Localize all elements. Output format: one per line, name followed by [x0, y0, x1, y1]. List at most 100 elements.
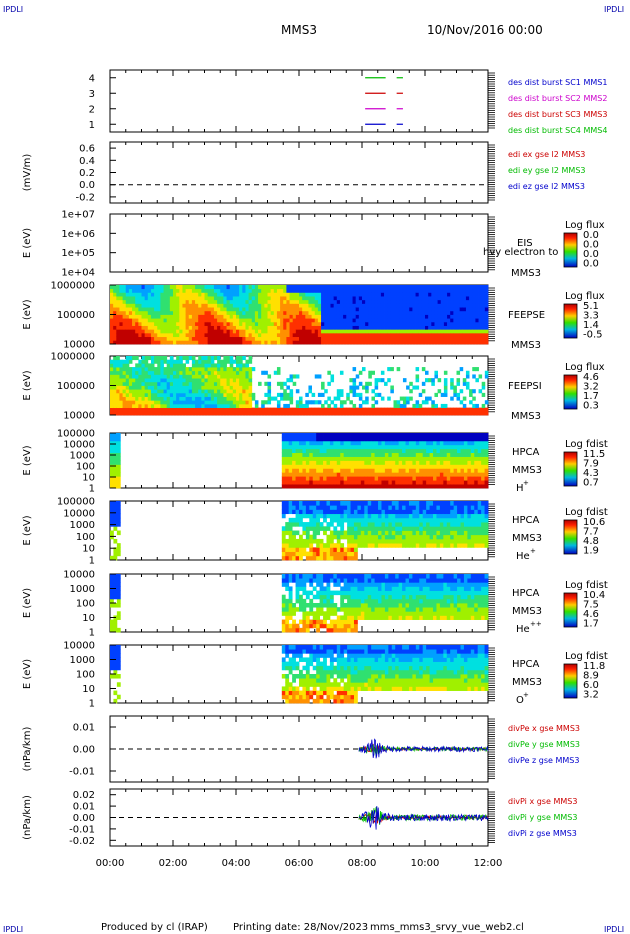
- spectrogram-cell: [236, 303, 240, 308]
- spectrogram-cell: [110, 396, 114, 401]
- spectrogram-cell: [198, 407, 202, 412]
- spectrogram-cell: [188, 356, 193, 361]
- spectrogram-cell: [309, 444, 314, 450]
- spectrogram-cell: [391, 517, 396, 523]
- spectrogram-cell: [396, 400, 401, 405]
- spectrogram-cell: [217, 307, 221, 312]
- spectrogram-cell: [264, 381, 268, 386]
- spectrogram-cell: [469, 400, 473, 405]
- spectrogram-cell: [236, 378, 240, 383]
- spectrogram-cell: [371, 534, 375, 540]
- spectrogram-cell: [440, 285, 445, 290]
- spectrogram-cell: [141, 356, 146, 361]
- spectrogram-cell: [188, 400, 193, 405]
- spectrogram-cell: [254, 321, 259, 326]
- spectrogram-cell: [236, 367, 240, 372]
- spectrogram-cell: [141, 318, 146, 323]
- spectrogram-cell: [343, 332, 347, 338]
- spectrogram-cell: [122, 367, 127, 372]
- spectrogram-cell: [346, 318, 350, 323]
- spectrogram-cell: [329, 472, 334, 477]
- spectrogram-cell: [309, 480, 314, 485]
- spectrogram-cell: [110, 370, 114, 375]
- spectrogram-cell: [402, 472, 406, 477]
- spectrogram-cell: [119, 314, 123, 319]
- spectrogram-cell: [472, 296, 476, 301]
- spectrogram-cell: [267, 288, 272, 293]
- spectrogram-cell: [160, 363, 164, 368]
- spectrogram-cell: [248, 359, 253, 364]
- spectrogram-cell: [484, 452, 489, 457]
- spectrogram-cell: [201, 407, 205, 412]
- spectrogram-cell: [173, 385, 177, 390]
- spectrogram-cell: [478, 336, 483, 341]
- spectrogram-cell: [391, 440, 396, 446]
- spectrogram-cell: [378, 440, 382, 446]
- spectrogram-cell: [135, 389, 139, 394]
- spectrogram-cell: [239, 325, 243, 330]
- spectrogram-cell: [188, 374, 193, 379]
- spectrogram-cell: [273, 407, 278, 412]
- spectrogram-cell: [388, 436, 393, 442]
- spectrogram-cell: [292, 501, 296, 506]
- spectrogram-cell: [299, 396, 303, 401]
- spectrogram-cell: [195, 336, 199, 341]
- spectrogram-cell: [390, 318, 394, 323]
- spectrogram-cell: [321, 329, 325, 334]
- spectrogram-cell: [388, 464, 393, 469]
- spectrogram-cell: [289, 392, 294, 397]
- spectrogram-cell: [333, 452, 338, 457]
- spectrogram-cell: [292, 480, 296, 485]
- spectrogram-cell: [336, 407, 341, 412]
- spectrogram-cell: [125, 392, 130, 397]
- spectrogram-cell: [232, 321, 237, 326]
- spectrogram-cell: [147, 381, 152, 386]
- spectrogram-cell: [402, 336, 407, 341]
- spectrogram-cell: [453, 452, 458, 457]
- spectrogram-cell: [367, 464, 372, 469]
- spectrogram-cell: [467, 440, 472, 446]
- spectrogram-cell: [210, 400, 215, 405]
- spectrogram-cell: [280, 285, 284, 290]
- spectrogram-cell: [276, 292, 281, 297]
- spectrogram-cell: [150, 403, 155, 409]
- spectrogram-cell: [201, 325, 205, 330]
- spectrogram-cell: [312, 448, 317, 454]
- spectrogram-cell: [128, 385, 133, 390]
- spectrogram-cell: [204, 299, 209, 304]
- spectrogram-cell: [484, 433, 489, 438]
- spectrogram-cell: [422, 484, 427, 489]
- spectrogram-cell: [387, 367, 391, 372]
- spectrogram-cell: [327, 299, 331, 304]
- colorbar-title: Log flux: [565, 362, 605, 373]
- spectrogram-cell: [125, 340, 130, 345]
- spectrogram-cell: [204, 396, 209, 401]
- spectrogram-cell: [431, 314, 435, 319]
- spectrogram-cell: [201, 303, 205, 308]
- spectrogram-cell: [204, 359, 209, 364]
- spectrogram-cell: [242, 356, 246, 361]
- colorbar-tick-label: 0.7: [583, 478, 599, 489]
- spectrogram-cell: [258, 321, 262, 326]
- spectrogram-cell: [425, 292, 429, 297]
- spectrogram-cell: [437, 332, 442, 338]
- spectrogram-cell: [267, 374, 272, 379]
- spectrogram-cell: [371, 513, 375, 519]
- spectrogram-cell: [295, 513, 300, 519]
- spectrogram-cell: [440, 299, 445, 304]
- spectrogram-cell: [245, 288, 249, 293]
- spectrogram-cell: [229, 392, 234, 397]
- spectrogram-cell: [426, 484, 430, 489]
- spectrogram-cell: [239, 310, 243, 315]
- spectrogram-cell: [188, 370, 193, 375]
- spectrogram-cell: [169, 367, 174, 372]
- spectrogram-cell: [365, 329, 369, 334]
- spectrogram-cell: [236, 325, 240, 330]
- spectrogram-cell: [378, 460, 382, 465]
- spectrogram-cell: [360, 444, 365, 450]
- spectrogram-cell: [371, 285, 375, 290]
- spectrogram-cell: [207, 285, 212, 290]
- spectrogram-cell: [132, 381, 136, 386]
- spectrogram-cell: [195, 325, 199, 330]
- spectrogram-cell: [368, 318, 372, 323]
